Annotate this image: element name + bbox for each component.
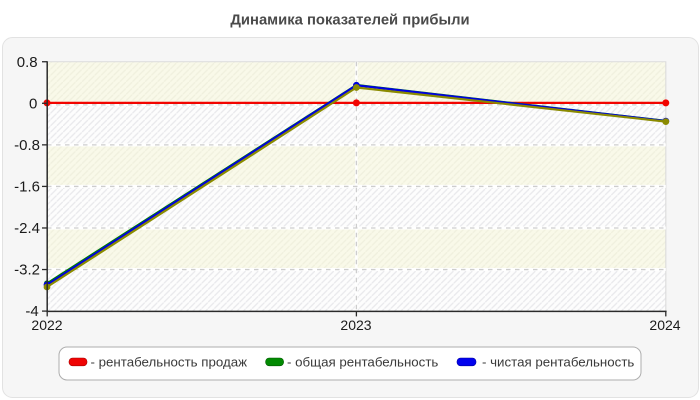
svg-text:2023: 2023 <box>340 317 371 333</box>
svg-text:-0.8: -0.8 <box>14 137 40 154</box>
svg-text:2024: 2024 <box>649 317 680 333</box>
svg-text:-1.6: -1.6 <box>14 179 40 196</box>
svg-text:-3.2: -3.2 <box>14 262 40 279</box>
svg-text:0: 0 <box>29 95 37 112</box>
svg-text:Динамика показателей прибыли: Динамика показателей прибыли <box>230 12 469 28</box>
svg-text:0.8: 0.8 <box>17 54 38 71</box>
svg-text:-2.4: -2.4 <box>14 220 40 237</box>
svg-text:- рентабельность продаж: - рентабельность продаж <box>91 354 248 369</box>
svg-text:- общая рентабельность: - общая рентабельность <box>287 354 438 369</box>
svg-text:2022: 2022 <box>31 317 62 333</box>
svg-text:- чистая рентабельность: - чистая рентабельность <box>482 354 634 369</box>
svg-text:-4: -4 <box>25 303 38 320</box>
